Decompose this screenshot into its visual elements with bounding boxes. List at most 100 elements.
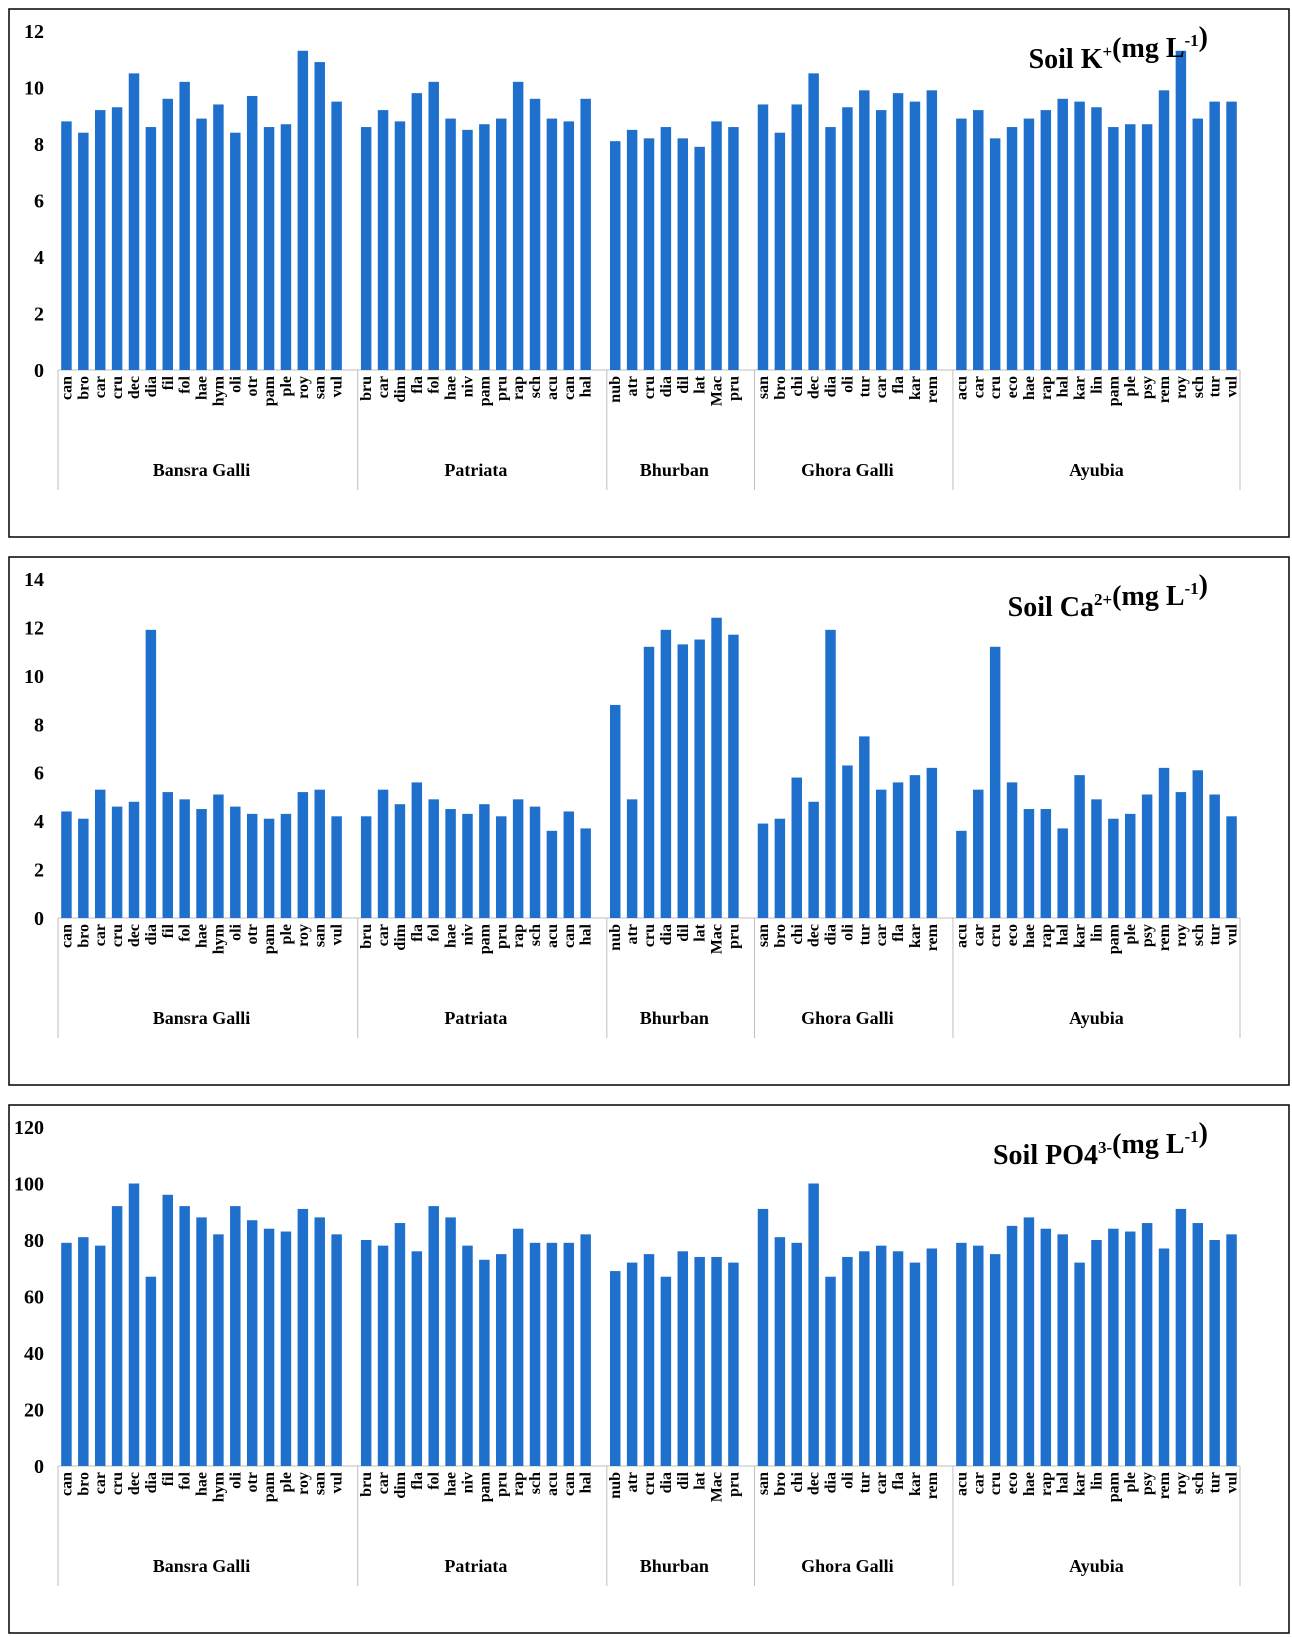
x-tick-label: dec — [806, 924, 823, 947]
x-tick-label: fol — [426, 375, 443, 393]
x-tick-label: acu — [953, 1472, 970, 1496]
bar — [1040, 1228, 1052, 1466]
bar — [529, 1242, 541, 1466]
x-tick-label: car — [92, 924, 109, 946]
bar — [128, 801, 140, 918]
x-tick-label: hae — [443, 1472, 460, 1496]
bar — [78, 132, 89, 370]
bar — [1108, 818, 1119, 918]
bar — [1209, 1240, 1220, 1466]
bar — [677, 644, 689, 918]
x-tick-label: fil — [160, 1471, 177, 1486]
y-tick-label: 6 — [34, 763, 44, 785]
bar — [479, 1259, 490, 1466]
bar — [1175, 1208, 1187, 1466]
bar — [314, 62, 325, 370]
bar — [580, 1234, 591, 1466]
bar — [808, 1183, 819, 1466]
x-tick-label: fol — [177, 1471, 194, 1489]
x-tick-label: hal — [578, 375, 595, 397]
bar — [694, 1256, 705, 1466]
x-tick-label: hal — [1055, 375, 1072, 397]
x-tick-label: bro — [75, 376, 92, 400]
x-tick-label: bro — [772, 924, 789, 948]
bar — [643, 646, 655, 918]
bar — [297, 792, 309, 918]
bar — [1057, 1234, 1068, 1466]
bar — [61, 121, 72, 371]
x-tick-label: pam — [261, 375, 278, 406]
bar — [179, 1206, 190, 1466]
bar — [145, 127, 157, 370]
x-tick-label: tur — [856, 1472, 873, 1493]
bar — [111, 806, 123, 918]
bar — [609, 704, 621, 918]
chart-title: Soil PO43-(mg L-1) — [993, 1118, 1208, 1171]
bar — [609, 141, 621, 370]
bar — [825, 629, 836, 918]
x-tick-label: san — [312, 1472, 329, 1495]
group-label: Patriata — [444, 1008, 507, 1028]
x-tick-label: chi — [789, 1471, 806, 1492]
bar — [973, 110, 984, 370]
x-tick-label: dia — [658, 376, 675, 397]
x-tick-label: tur — [1207, 1472, 1224, 1493]
x-tick-label: bru — [358, 376, 375, 401]
bar — [546, 118, 558, 370]
x-tick-label: hal — [1055, 923, 1072, 945]
x-tick-label: otr — [244, 376, 261, 396]
bar — [314, 789, 325, 918]
x-tick-label: lat — [692, 375, 709, 393]
bar — [529, 98, 541, 371]
bar — [757, 1208, 769, 1466]
x-tick-label: hae — [443, 376, 460, 400]
bar — [694, 639, 705, 918]
bar — [677, 138, 689, 370]
bar — [580, 98, 591, 371]
y-tick-label: 14 — [24, 569, 44, 591]
bar — [496, 1254, 507, 1466]
x-tick-label: hae — [1021, 376, 1038, 400]
bar — [445, 809, 456, 918]
x-tick-label: kar — [907, 1472, 924, 1496]
bar — [660, 1276, 672, 1466]
y-tick-label: 10 — [24, 78, 44, 100]
x-tick-label: ple — [1122, 376, 1139, 396]
bar — [360, 816, 372, 918]
x-tick-label: cru — [987, 1472, 1004, 1495]
bar — [791, 104, 802, 370]
x-tick-label: pru — [493, 1472, 510, 1497]
bar — [926, 767, 938, 918]
x-tick-label: fol — [177, 923, 194, 941]
bar — [1091, 799, 1102, 918]
x-tick-label: acu — [544, 924, 561, 948]
bar — [892, 1251, 904, 1466]
bar — [1006, 782, 1018, 918]
x-tick-label: nub — [607, 1472, 624, 1499]
x-tick-label: oli — [839, 923, 856, 940]
y-tick-label: 120 — [14, 1117, 44, 1139]
x-tick-label: sch — [527, 924, 544, 946]
x-tick-label: acu — [953, 924, 970, 948]
bar — [1226, 101, 1237, 370]
group-label: Bansra Galli — [153, 460, 251, 480]
bar — [297, 1208, 309, 1466]
x-tick-label: kar — [907, 924, 924, 948]
x-tick-label: san — [755, 1472, 772, 1495]
bar — [1209, 794, 1220, 918]
x-tick-label: hym — [210, 1471, 227, 1502]
bar — [213, 1234, 224, 1466]
x-tick-label: kar — [1072, 1472, 1089, 1496]
x-tick-label: fil — [160, 923, 177, 938]
bar — [162, 792, 173, 918]
bar — [428, 81, 439, 370]
bar — [61, 811, 72, 918]
x-tick-label: hym — [210, 375, 227, 406]
bar — [842, 765, 853, 918]
x-tick-label: car — [873, 376, 890, 398]
x-tick-label: car — [970, 1472, 987, 1494]
bar — [94, 110, 106, 370]
y-tick-label: 4 — [34, 247, 44, 269]
x-tick-label: ple — [1122, 924, 1139, 944]
